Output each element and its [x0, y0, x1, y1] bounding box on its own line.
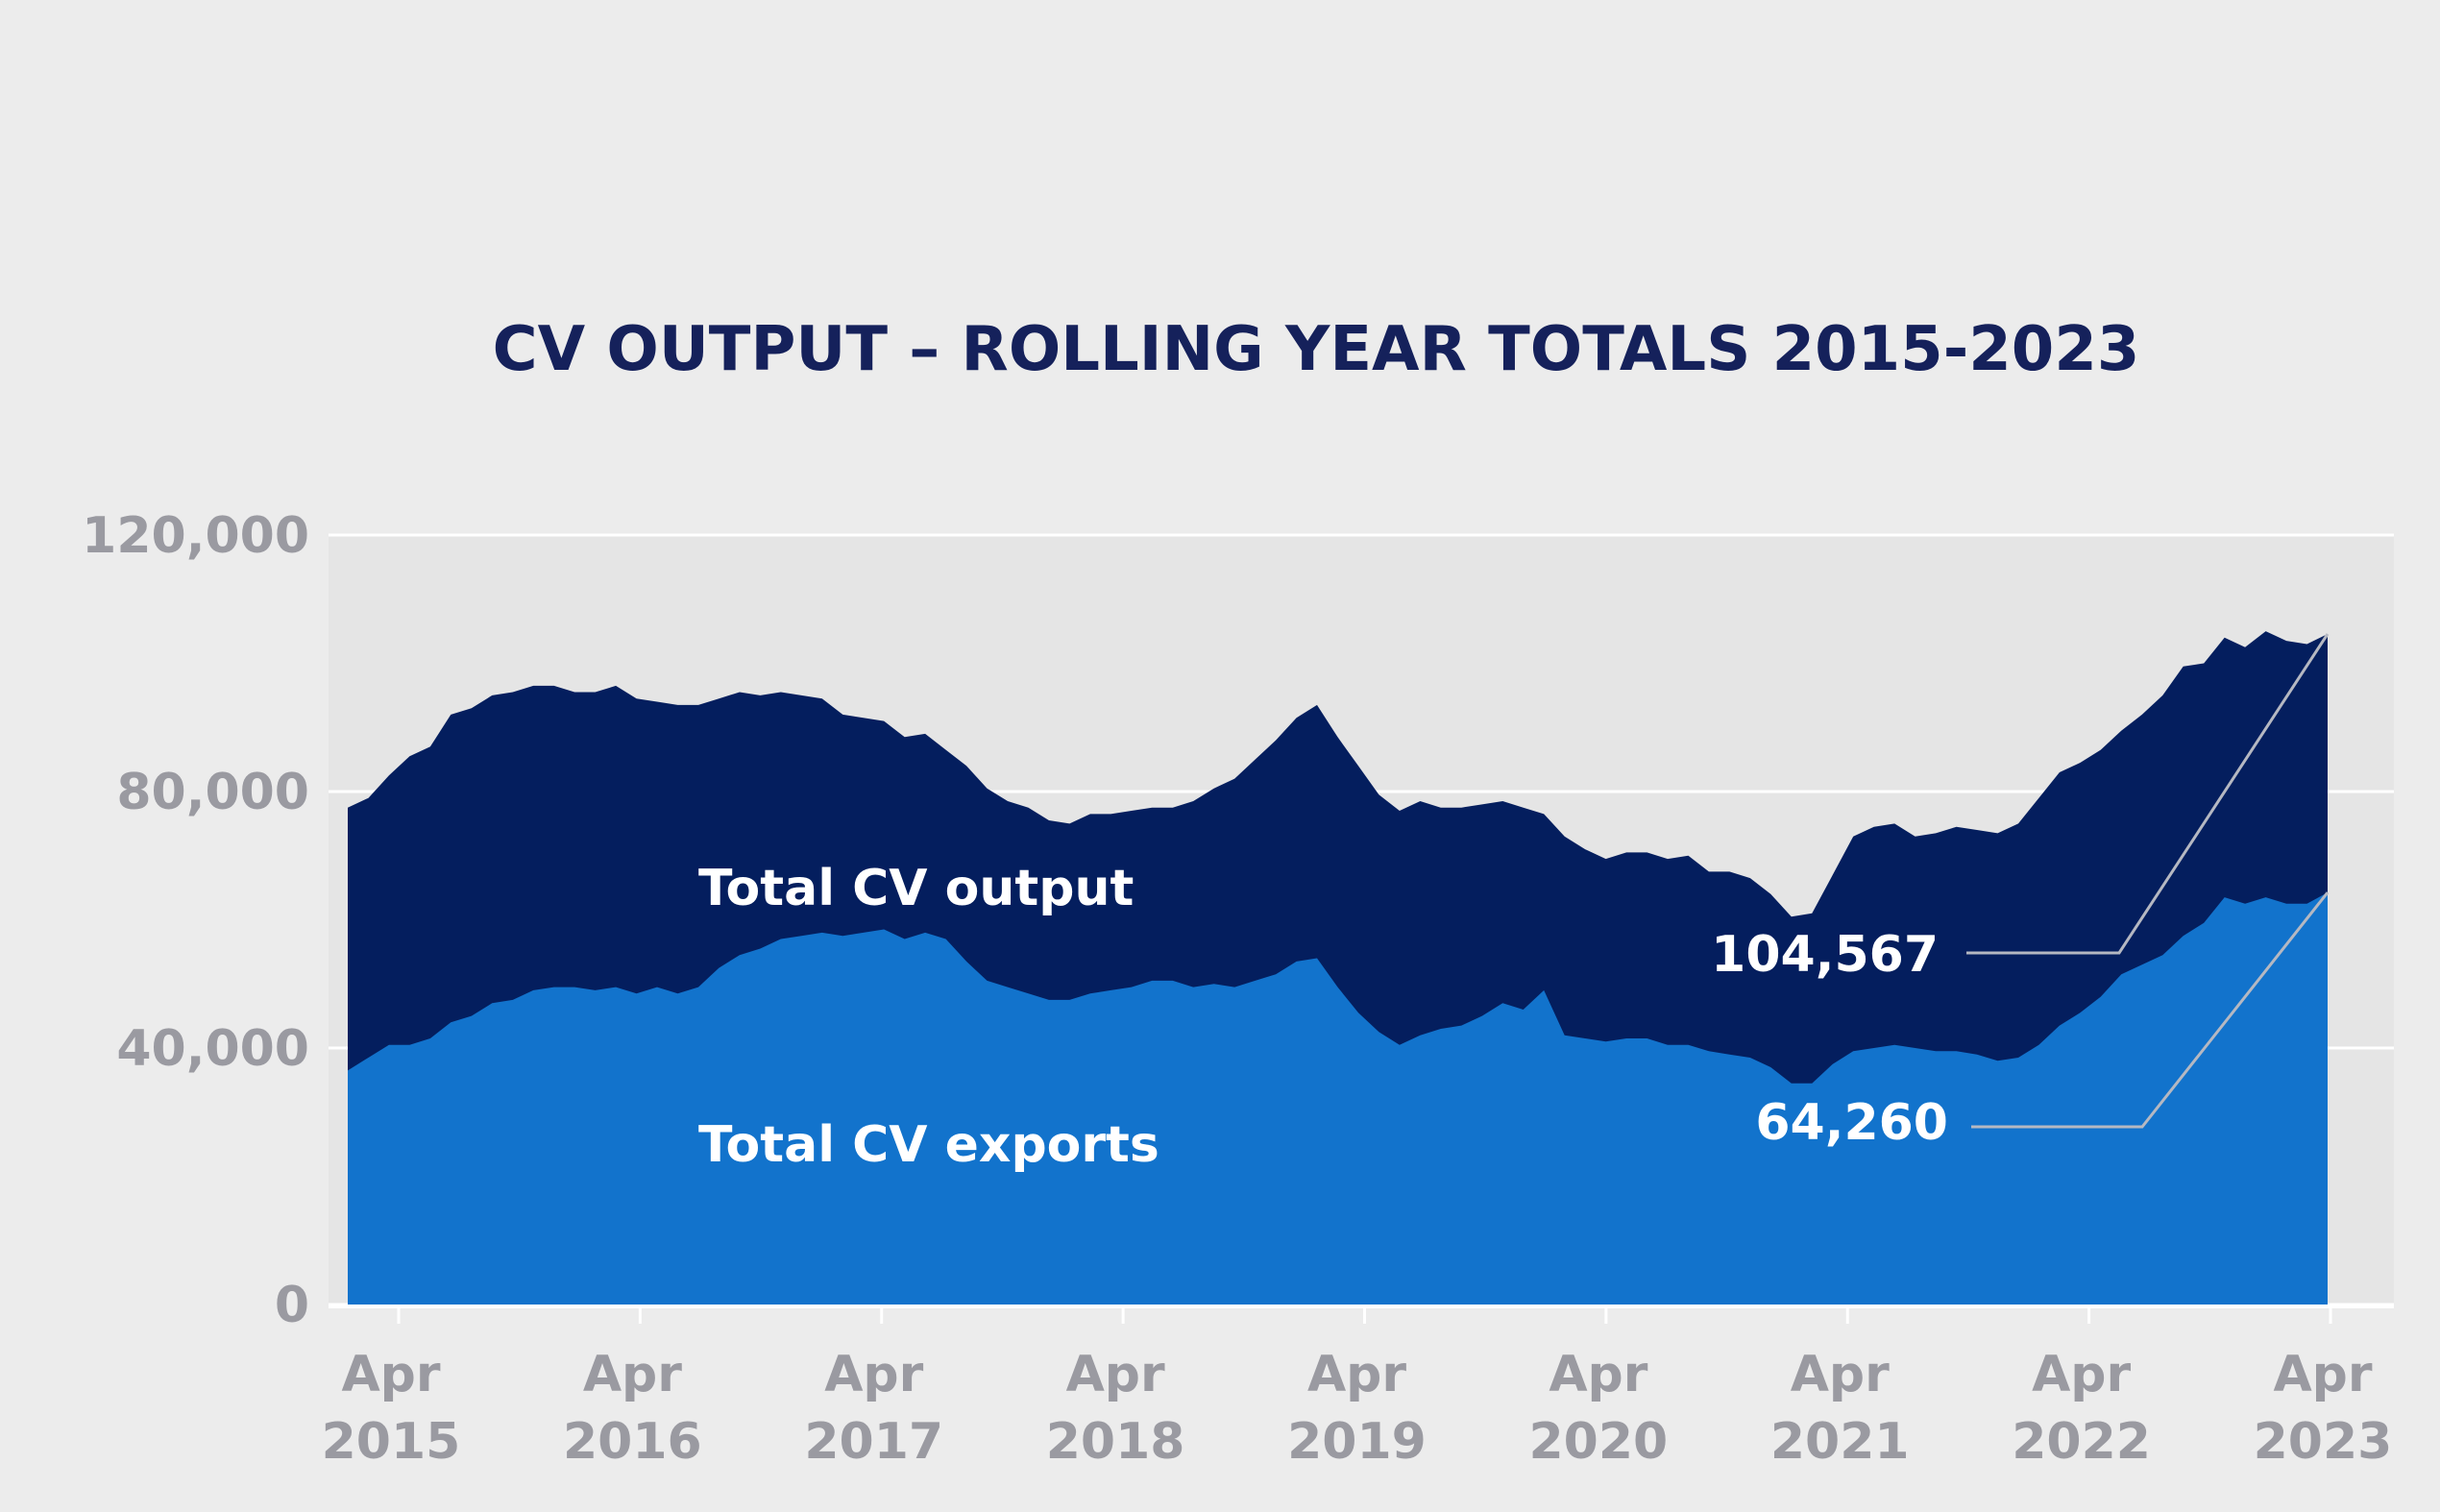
x-tick-label-year: 2016 [563, 1413, 702, 1471]
x-tick-label-month: Apr [341, 1346, 440, 1403]
y-tick-label: 120,000 [82, 507, 309, 565]
x-tick-label-month: Apr [1066, 1346, 1165, 1403]
x-tick-label-year: 2021 [1770, 1413, 1910, 1471]
x-tick-label-year: 2020 [1529, 1413, 1669, 1471]
x-tick-label-month: Apr [1791, 1346, 1890, 1403]
x-tick-label-month: Apr [1307, 1346, 1406, 1403]
x-tick-label-year: 2018 [1046, 1413, 1185, 1471]
y-tick-label: 80,000 [116, 764, 309, 821]
x-tick-label-month: Apr [2273, 1346, 2372, 1403]
y-tick-label: 40,000 [116, 1020, 309, 1078]
total-cv-output-label: Total CV output [698, 860, 1134, 917]
x-tick-label-month: Apr [1549, 1346, 1647, 1403]
x-tick-label-month: Apr [583, 1346, 682, 1403]
total-cv-exports-label: Total CV exports [698, 1116, 1159, 1174]
output-callout-line [1966, 633, 2330, 955]
y-tick-label: 0 [275, 1277, 309, 1334]
exports-callout-value: 64,260 [1755, 1094, 1948, 1152]
x-tick-label-month: Apr [824, 1346, 923, 1403]
x-tick-label-year: 2022 [2012, 1413, 2151, 1471]
total-cv-exports-area [348, 892, 2328, 1305]
exports-callout-line [1971, 891, 2330, 1129]
x-tick-label-year: 2019 [1287, 1413, 1427, 1471]
x-tick-label-year: 2015 [322, 1413, 461, 1471]
chart-title: CV OUTPUT – ROLLING YEAR TOTALS 2015-202… [493, 314, 2140, 385]
output-callout-value: 104,567 [1711, 926, 1939, 984]
x-tick-label-year: 2017 [804, 1413, 943, 1471]
plot-area: 0 40,000 80,000 120,000 Apr 2015 Apr 2016 Apr 201… [82, 507, 2394, 1471]
x-tick-label-month: Apr [2032, 1346, 2131, 1403]
x-tick-label-year: 2023 [2254, 1413, 2393, 1471]
